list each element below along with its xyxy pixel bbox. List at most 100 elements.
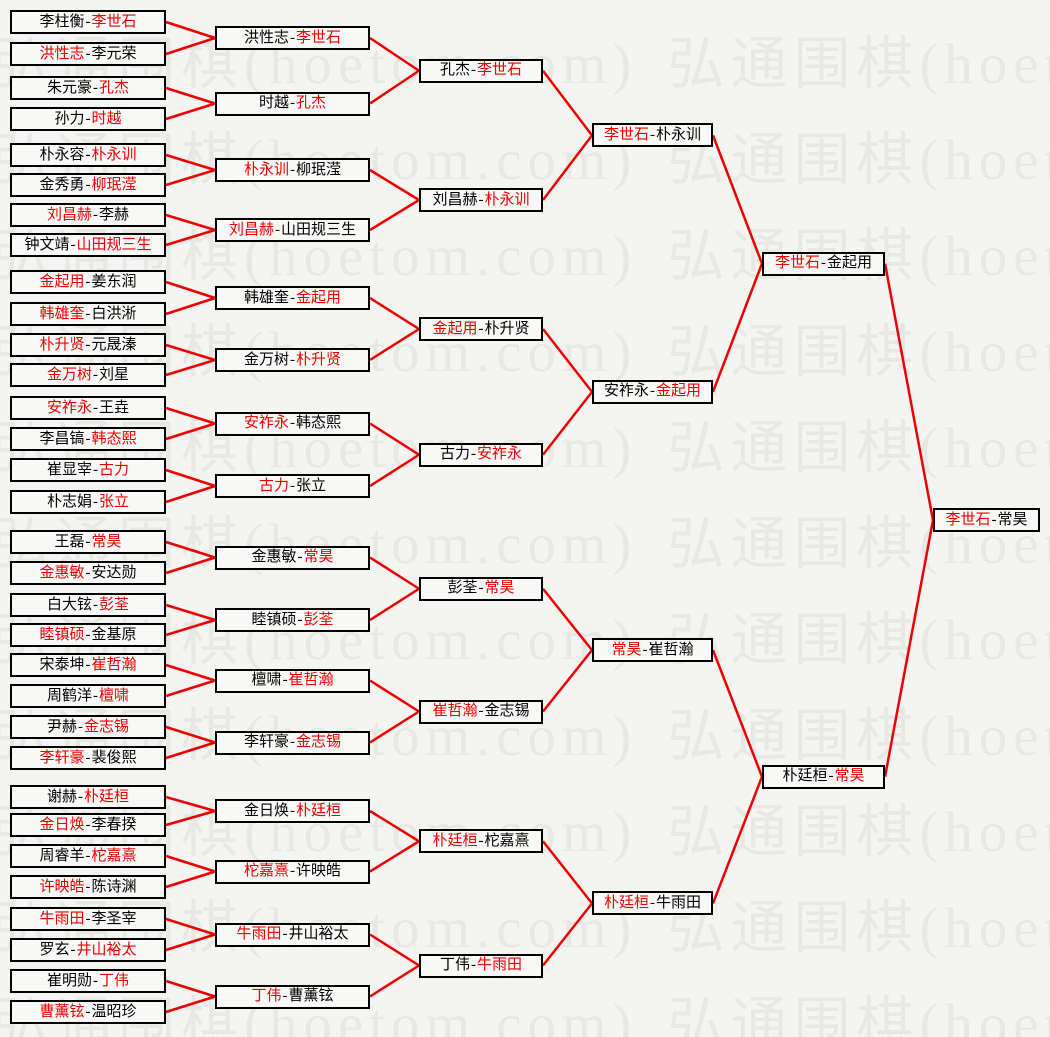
- player-name: 李赫: [99, 206, 130, 223]
- separator: -: [93, 206, 98, 223]
- player-name: 朴升贤: [296, 351, 342, 368]
- separator: -: [85, 656, 91, 673]
- separator: -: [85, 878, 91, 895]
- separator: -: [85, 305, 91, 322]
- player-name: 朱元豪: [46, 79, 92, 96]
- player-name: 洪性志: [243, 29, 289, 46]
- player-name: 李昌镐: [39, 430, 85, 447]
- match-r1-m4: 孙力 - 时越: [10, 107, 166, 131]
- player-name: 牛雨田: [236, 926, 282, 942]
- separator: -: [290, 29, 295, 46]
- match-r1-m30: 罗玄 - 井山裕太: [10, 938, 166, 962]
- connector-line: [165, 854, 216, 873]
- player-name: 柁嘉熹: [484, 832, 530, 849]
- match-r1-m8: 钟文靖 - 山田规三生: [10, 233, 166, 257]
- separator: -: [85, 533, 91, 550]
- player-name: 金起用: [432, 320, 478, 337]
- match-r1-m28: 许映皓 - 陈诗渊: [10, 875, 166, 899]
- connector-line: [883, 519, 935, 777]
- connector-line: [542, 840, 593, 905]
- player-name: 金志锡: [84, 718, 130, 735]
- player-name: 刘昌赫: [228, 221, 274, 238]
- separator: -: [70, 236, 76, 253]
- match-r1-m7: 刘昌赫 - 李赫: [10, 203, 166, 227]
- match-r2-m15: 牛雨田 - 井山裕太: [215, 922, 370, 947]
- match-r2-m1: 洪性志 - 李世石: [215, 26, 370, 50]
- player-name: 朴廷桓: [296, 802, 342, 819]
- match-r6-m1: 李世石 - 常昊: [933, 508, 1040, 533]
- player-name: 曹薰铉: [288, 988, 334, 1004]
- connector-line: [369, 679, 420, 713]
- match-r1-m19: 白大铉 - 彭荃: [10, 593, 166, 617]
- match-r2-m12: 李轩豪 - 金志锡: [215, 730, 370, 755]
- player-name: 古力: [99, 461, 130, 478]
- connector-line: [369, 964, 420, 998]
- player-name: 周睿羊: [39, 847, 85, 864]
- player-name: 柳珉滢: [296, 161, 342, 178]
- separator: -: [297, 549, 303, 565]
- match-r1-m17: 王磊 - 常昊: [10, 530, 166, 554]
- player-name: 崔哲瀚: [91, 656, 137, 673]
- player-name: 柳珉滢: [91, 176, 137, 193]
- player-name: 陈诗渊: [91, 878, 137, 895]
- separator: -: [282, 672, 288, 688]
- connector-line: [165, 36, 216, 56]
- player-name: 李柱衡: [39, 13, 85, 30]
- player-name: 山田规三生: [281, 221, 357, 238]
- player-name: 安祚永: [477, 446, 523, 463]
- player-name: 王垚: [99, 399, 130, 416]
- match-r1-m16: 朴志娟 - 张立: [10, 490, 166, 514]
- separator: -: [297, 611, 303, 628]
- player-name: 孔杰: [296, 95, 327, 111]
- player-name: 井山裕太: [76, 941, 137, 958]
- connector-line: [542, 649, 593, 713]
- player-name: 白洪淅: [91, 305, 137, 322]
- player-name: 崔显宰: [46, 461, 92, 478]
- player-name: 牛雨田: [39, 910, 85, 927]
- separator: -: [85, 749, 91, 766]
- match-r1-m20: 睦镇硕 - 金基原: [10, 623, 166, 647]
- separator: -: [85, 816, 91, 833]
- player-name: 常昊: [611, 641, 642, 658]
- player-name: 朴升贤: [39, 336, 85, 353]
- player-name: 谢赫: [46, 788, 77, 805]
- connector-line: [369, 453, 420, 488]
- connector-line: [369, 69, 420, 105]
- player-name: 彭荃: [447, 580, 478, 597]
- separator: -: [85, 273, 91, 290]
- separator: -: [650, 126, 655, 143]
- player-name: 金起用: [296, 289, 342, 306]
- player-name: 李世石: [91, 13, 137, 30]
- connector-line: [711, 134, 764, 265]
- player-name: 安祚永: [243, 415, 289, 431]
- connector-line: [165, 540, 216, 559]
- separator: -: [290, 289, 295, 306]
- separator: -: [85, 910, 91, 927]
- separator: -: [650, 894, 655, 911]
- connector-line: [369, 168, 420, 202]
- connector-line: [165, 20, 216, 40]
- separator: -: [85, 146, 91, 163]
- match-r2-m6: 金万树 - 朴升贤: [215, 348, 370, 372]
- match-r3-m6: 崔哲瀚 - 金志锡: [419, 699, 543, 724]
- separator: -: [85, 626, 91, 643]
- player-name: 金基原: [91, 626, 137, 643]
- separator: -: [821, 255, 826, 272]
- player-name: 金万树: [243, 351, 289, 368]
- player-name: 睦镇硕: [251, 611, 297, 628]
- player-name: 金起用: [656, 383, 702, 400]
- player-name: 孔杰: [439, 62, 470, 79]
- separator: -: [85, 1003, 91, 1020]
- match-r4-m1: 李世石 - 朴永训: [592, 123, 713, 148]
- separator: -: [93, 596, 98, 613]
- player-name: 李世石: [296, 29, 342, 46]
- match-r3-m7: 朴廷桓 - 柁嘉熹: [419, 829, 543, 854]
- connector-line: [542, 69, 593, 137]
- separator: -: [93, 972, 98, 989]
- player-name: 孔杰: [99, 79, 130, 96]
- player-name: 金起用: [39, 273, 85, 290]
- match-r1-m26: 金日焕 - 李春揆: [10, 813, 166, 837]
- player-name: 崔哲瀚: [288, 672, 334, 688]
- player-name: 李春揆: [91, 816, 137, 833]
- match-r4-m3: 常昊 - 崔哲瀚: [592, 638, 713, 663]
